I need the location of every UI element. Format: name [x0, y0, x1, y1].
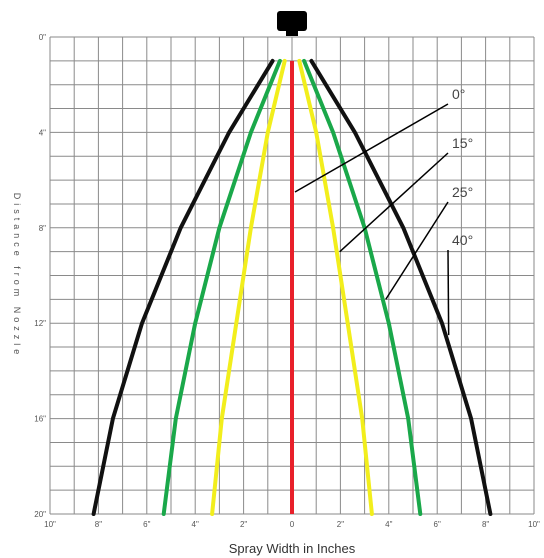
x-tick-label: 2": [337, 520, 344, 529]
series-line-right: [297, 58, 374, 516]
x-tick-label: 0: [290, 520, 295, 529]
x-tick-label: 6": [143, 520, 150, 529]
series-line-left: [210, 58, 287, 516]
spray-pattern-series: [91, 58, 493, 516]
x-tick-label: 8": [482, 520, 489, 529]
x-tick-label: 8": [95, 520, 102, 529]
nozzle-tip: [286, 29, 298, 36]
x-tick-label: 4": [385, 520, 392, 529]
x-tick-label: 10": [528, 520, 540, 529]
y-tick-label: 8": [39, 224, 46, 233]
y-tick-label: 16": [34, 415, 46, 424]
nozzle-body: [277, 11, 307, 31]
x-tick-label: 4": [192, 520, 199, 529]
x-axis-label: Spray Width in Inches: [229, 541, 356, 556]
y-axis-label: Distance from Nozzle: [12, 193, 22, 359]
annotation-label: 25°: [452, 184, 473, 200]
y-tick-labels: 0" 4" 8" 12" 16" 20": [34, 33, 46, 519]
annotation-leader-line: [339, 152, 449, 253]
nozzle-icon: [277, 11, 307, 36]
series-line-right: [309, 58, 493, 516]
series-line-right: [302, 58, 423, 516]
angle-annotations: 0° 15° 25° 40°: [294, 86, 473, 336]
annotation-leader-line: [447, 249, 450, 336]
x-tick-label: 10": [44, 520, 56, 529]
annotation-leader-line: [385, 201, 449, 300]
annotation-label: 0°: [452, 86, 465, 102]
series-line-left: [91, 58, 275, 516]
annotation-leader-line: [294, 103, 449, 193]
y-tick-label: 12": [34, 319, 46, 328]
x-tick-labels: 10" 8" 6" 4" 2" 0 2" 4" 6" 8" 10": [44, 520, 540, 529]
series-line-left: [161, 58, 282, 516]
annotation-label: 40°: [452, 232, 473, 248]
x-tick-label: 6": [434, 520, 441, 529]
annotation-label: 15°: [452, 135, 473, 151]
x-tick-label: 2": [240, 520, 247, 529]
y-tick-label: 4": [39, 128, 46, 137]
y-tick-label: 0": [39, 33, 46, 42]
y-tick-label: 20": [34, 510, 46, 519]
